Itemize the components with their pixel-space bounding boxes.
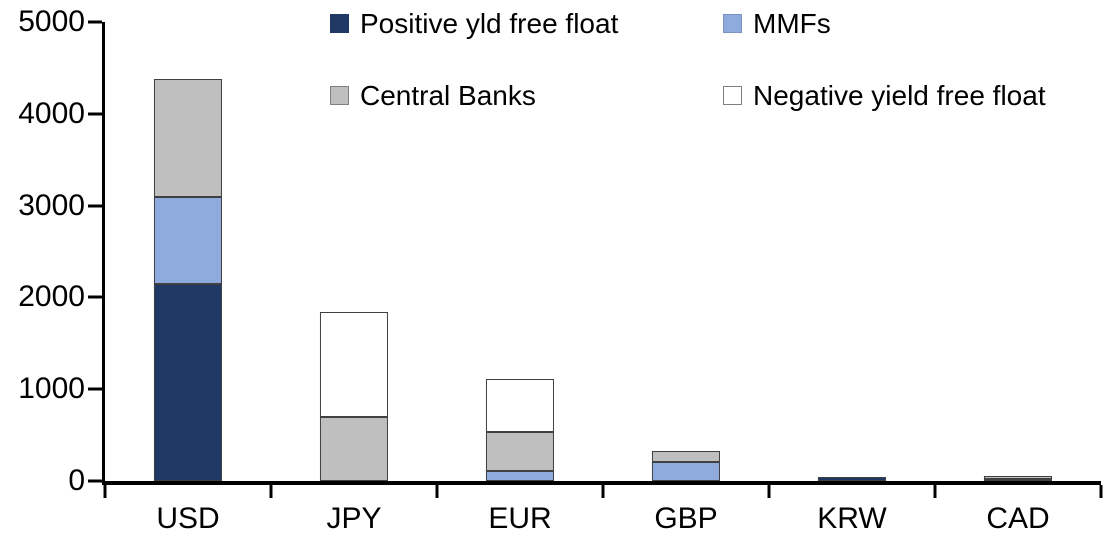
x-axis-tick: [435, 485, 439, 498]
bar-segment-eur-series-1: [485, 470, 555, 481]
legend-label: MMFs: [753, 8, 831, 39]
y-axis-tick: [88, 112, 102, 116]
bar-segment-gbp-series-2: [651, 450, 721, 462]
legend-label: Negative yield free float: [753, 79, 1046, 111]
bar-segment-eur-series-2: [485, 431, 555, 471]
y-axis-tick-label: 1000: [18, 372, 85, 406]
y-axis-tick-label: 5000: [18, 5, 85, 38]
bar-segment-jpy-series-3: [319, 312, 389, 417]
x-category-label-usd: USD: [156, 502, 220, 535]
bar-slot-gbp: [603, 22, 769, 481]
x-axis-tick: [269, 485, 273, 498]
bar-slot-jpy: [271, 22, 437, 481]
legend-swatch-icon: [330, 14, 349, 34]
x-axis-labels: USD JPY EUR GBP KRW CAD: [105, 502, 1101, 535]
x-axis-tick: [601, 485, 605, 498]
x-axis-tick: [103, 485, 107, 498]
y-axis-tick-label: 0: [68, 464, 85, 497]
bar-segment-cad-series-0: [983, 478, 1053, 481]
y-axis-tick-label: 2000: [18, 280, 85, 314]
legend-swatch-icon: [330, 85, 349, 105]
x-axis-line: [102, 481, 1101, 485]
legend-swatch-icon: [723, 14, 742, 34]
bar-segment-eur-series-3: [485, 379, 555, 432]
x-category-label-krw: KRW: [817, 502, 887, 535]
bar-segment-cad-series-2: [983, 475, 1053, 479]
y-axis-tick: [88, 295, 102, 299]
bar-segment-usd-series-0: [153, 283, 223, 481]
bar-segment-usd-series-1: [153, 197, 223, 284]
y-axis-tick-label: 3000: [18, 188, 85, 222]
bar-segment-krw-series-0: [817, 477, 887, 481]
legend-item-3: Negative yield free float: [723, 79, 1046, 113]
legend-item-1: MMFs: [723, 7, 1046, 41]
y-axis-line: [102, 22, 105, 485]
bar-segment-usd-series-2: [153, 78, 223, 198]
x-axis-tick: [767, 485, 771, 498]
legend-label: Central Banks: [360, 79, 536, 111]
legend-item-2: Central Banks: [330, 79, 723, 113]
legend-label: Positive yld free float: [360, 8, 619, 39]
y-axis-tick-label: 4000: [18, 96, 85, 130]
y-axis-tick: [88, 20, 102, 24]
bar-slot-krw: [769, 22, 935, 481]
legend: Positive yld free float MMFs Central Banks…: [330, 7, 1046, 112]
y-axis-tick: [88, 387, 102, 391]
bar-segment-jpy-series-2: [319, 416, 389, 481]
x-axis-tick: [933, 485, 937, 498]
x-axis-tick: [1099, 485, 1103, 498]
x-category-label-jpy: JPY: [326, 502, 382, 535]
x-category-label-eur: EUR: [488, 502, 552, 535]
bar-segment-gbp-series-1: [651, 461, 721, 481]
x-category-label-gbp: GBP: [654, 502, 718, 535]
bar-slot-eur: [437, 22, 603, 481]
y-axis-tick: [88, 204, 102, 208]
legend-swatch-icon: [723, 85, 742, 105]
bar-slot-cad: [935, 22, 1101, 481]
bar-slot-usd: [105, 22, 271, 481]
legend-item-0: Positive yld free float: [330, 7, 723, 41]
plot-area: USD JPY EUR GBP KRW CAD 0 1000 2000 3000 4000 5000: [18, 7, 1103, 535]
y-axis-tick: [88, 479, 102, 483]
x-category-label-cad: CAD: [986, 502, 1050, 535]
